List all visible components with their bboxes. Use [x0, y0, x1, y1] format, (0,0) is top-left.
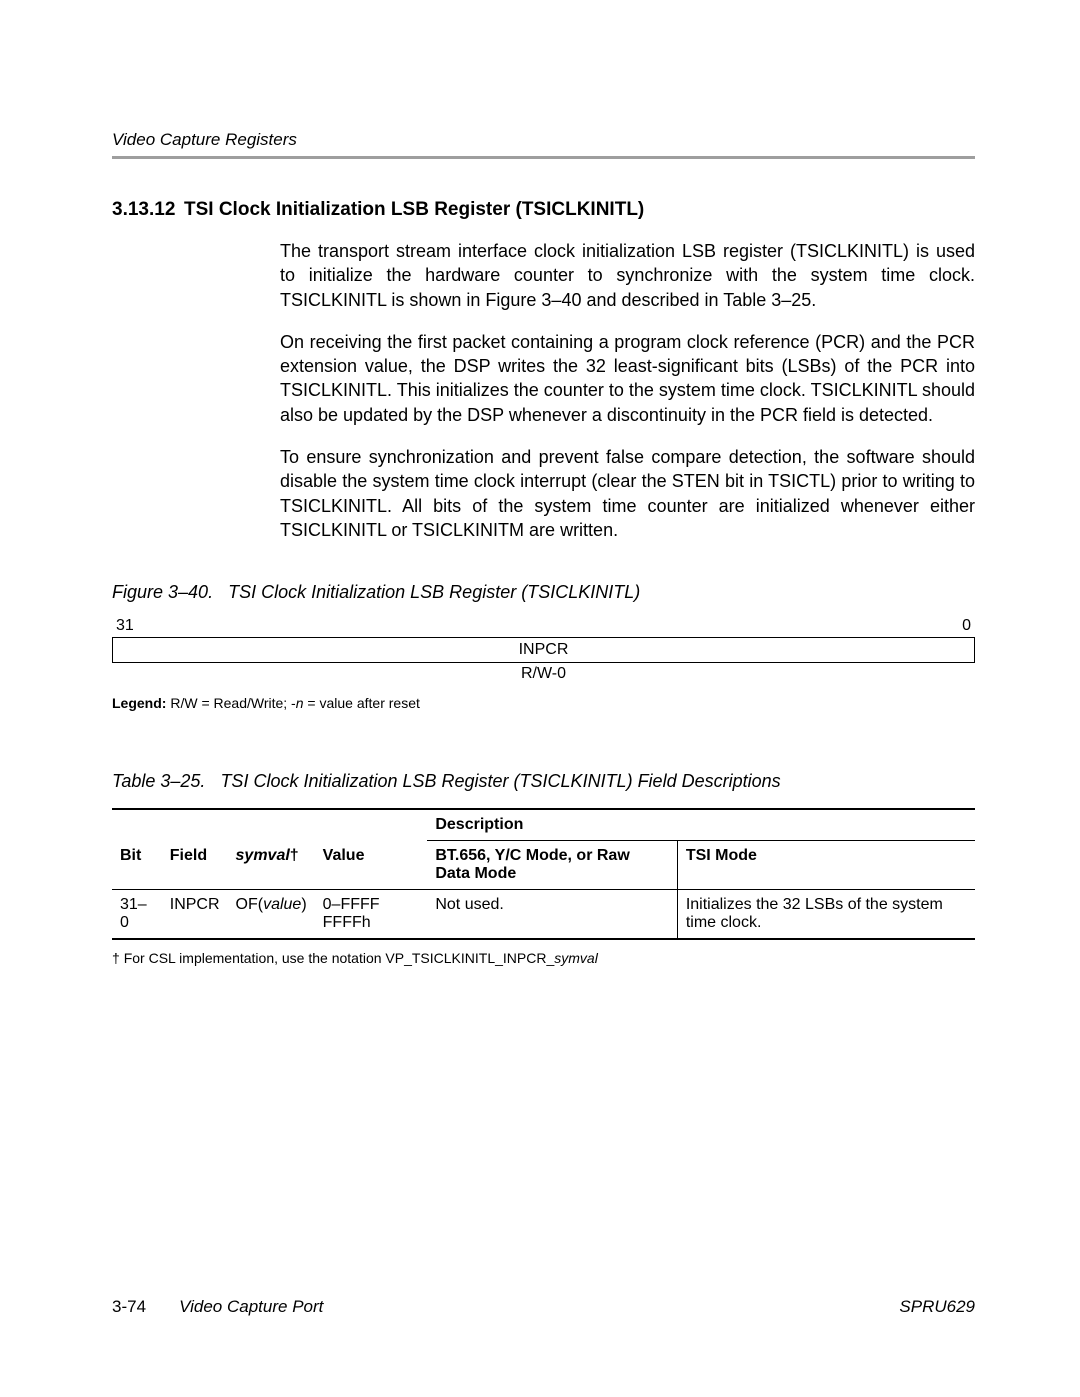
section-number: 3.13.12: [112, 199, 184, 221]
running-header: Video Capture Registers: [112, 130, 975, 150]
bit-range-row: 31 0: [112, 617, 975, 635]
th-symval: symval†: [228, 841, 315, 890]
td-value: 0–FFFF FFFFh: [315, 890, 428, 940]
bit-high: 31: [116, 617, 134, 635]
table-caption-text: TSI Clock Initialization LSB Register (T…: [220, 771, 780, 791]
th-mode2: TSI Mode: [677, 841, 975, 890]
table-row: 31–0 INPCR OF(value) 0–FFFF FFFFh Not us…: [112, 890, 975, 940]
table-caption: Table 3–25. TSI Clock Initialization LSB…: [112, 771, 975, 792]
th-description: Description: [427, 809, 975, 841]
th-field: Field: [162, 841, 228, 890]
legend-label: Legend:: [112, 695, 166, 711]
field-description-table: Description Bit Field symval† Value BT.6…: [112, 808, 975, 940]
td-symval: OF(value): [228, 890, 315, 940]
figure-caption-prefix: Figure 3–40.: [112, 582, 213, 602]
td-field: INPCR: [162, 890, 228, 940]
section-heading: 3.13.12 TSI Clock Initialization LSB Reg…: [112, 199, 975, 221]
table-header-row-2: Bit Field symval† Value BT.656, Y/C Mode…: [112, 841, 975, 890]
footer-page-number: 3-74: [112, 1297, 146, 1316]
table-header-row-1: Description: [112, 809, 975, 841]
footer-title: Video Capture Port: [179, 1297, 323, 1316]
table-caption-prefix: Table 3–25.: [112, 771, 205, 791]
legend-n: n: [296, 695, 304, 711]
th-mode1: BT.656, Y/C Mode, or Raw Data Mode: [427, 841, 677, 890]
td-mode1: Not used.: [427, 890, 677, 940]
register-field-box: INPCR: [112, 637, 975, 663]
figure-caption-text: TSI Clock Initialization LSB Register (T…: [228, 582, 640, 602]
header-rule: [112, 156, 975, 159]
legend-text-b: = value after reset: [304, 695, 420, 711]
figure-legend: Legend: R/W = Read/Write; -n = value aft…: [112, 695, 975, 711]
page-footer: 3-74 Video Capture Port SPRU629: [112, 1297, 975, 1317]
paragraph-2: On receiving the first packet containing…: [280, 330, 975, 427]
td-bit: 31–0: [112, 890, 162, 940]
footer-doc-id: SPRU629: [899, 1297, 975, 1317]
section-title: TSI Clock Initialization LSB Register (T…: [184, 199, 644, 221]
th-value: Value: [315, 841, 428, 890]
table-footnote: † For CSL implementation, use the notati…: [112, 950, 975, 966]
paragraph-1: The transport stream interface clock ini…: [280, 239, 975, 312]
register-rw: R/W-0: [112, 665, 975, 683]
figure-caption: Figure 3–40. TSI Clock Initialization LS…: [112, 582, 975, 603]
paragraph-3: To ensure synchronization and prevent fa…: [280, 445, 975, 542]
footnote-text-a: For CSL implementation, use the notation…: [124, 950, 555, 966]
td-mode2: Initializes the 32 LSBs of the system ti…: [677, 890, 975, 940]
bit-low: 0: [962, 617, 971, 635]
footnote-text-b: symval: [554, 950, 598, 966]
legend-text-a: R/W = Read/Write; -: [170, 695, 295, 711]
th-bit: Bit: [112, 841, 162, 890]
